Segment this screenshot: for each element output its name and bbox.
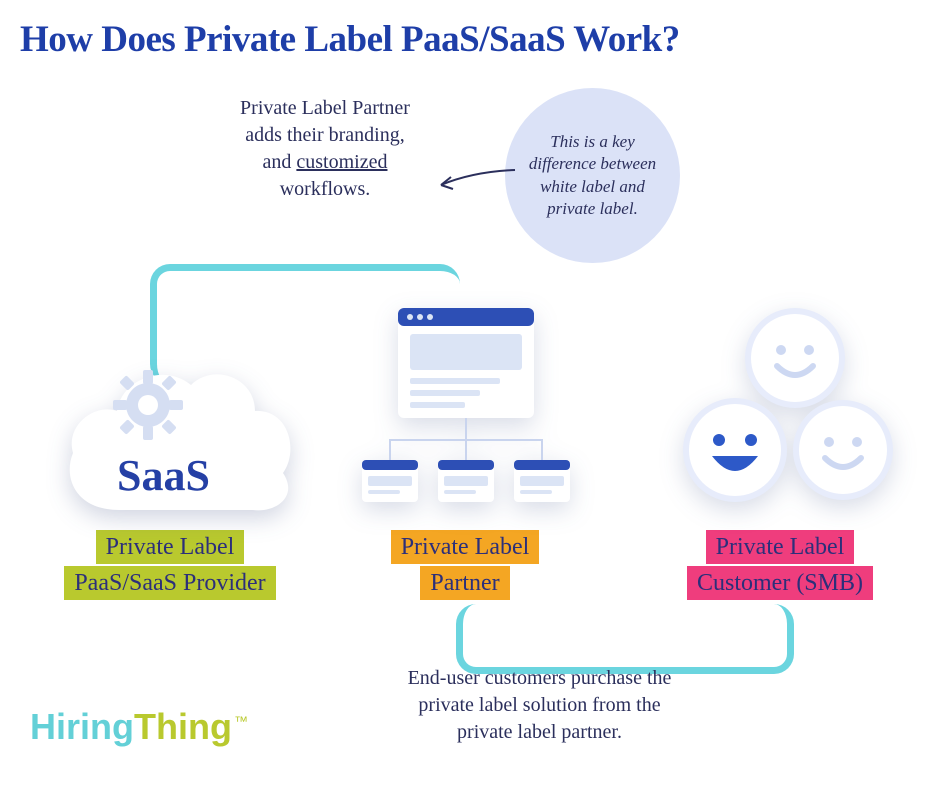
label-line: Private Label: [706, 530, 855, 564]
logo-part-b: Thing: [134, 706, 232, 747]
bottom-caption: End-user customers purchase the private …: [392, 665, 687, 746]
label-line: Customer (SMB): [687, 566, 873, 600]
node-customer: Private Label Customer (SMB): [660, 300, 900, 605]
label-line: Private Label: [96, 530, 245, 564]
label-line: Private Label: [391, 530, 540, 564]
infographic-canvas: How Does Private Label PaaS/SaaS Work? P…: [0, 0, 940, 788]
node-partner-label: Private Label Partner: [391, 525, 540, 605]
callout-bubble: This is a key difference between white l…: [505, 88, 680, 263]
node-saas-label: Private Label PaaS/SaaS Provider: [64, 525, 275, 605]
gear-icon: [113, 370, 183, 440]
caption-line: and: [263, 151, 297, 173]
connector-bottom: [456, 604, 794, 674]
logo-part-a: Hiring: [30, 706, 134, 747]
node-partner: Private Label Partner: [350, 300, 580, 605]
node-customer-label: Private Label Customer (SMB): [687, 525, 873, 605]
caption-line: adds their branding,: [245, 124, 404, 146]
label-line: Partner: [420, 566, 509, 600]
logo-tm: ™: [234, 713, 248, 729]
browser-tree-icon: [350, 300, 580, 525]
caption-line: Private Label Partner: [240, 97, 410, 119]
page-title: How Does Private Label PaaS/SaaS Work?: [20, 18, 920, 61]
node-saas: SaaS Private Label PaaS/SaaS Provider: [40, 300, 300, 605]
caption-underlined: customized: [296, 151, 387, 173]
callout-arrow: [435, 165, 520, 210]
saas-text: SaaS: [117, 450, 210, 501]
top-caption: Private Label Partner adds their brandin…: [190, 95, 460, 203]
customer-faces-icon: [665, 300, 895, 525]
callout-text: This is a key difference between white l…: [515, 131, 670, 219]
caption-line: workflows.: [280, 178, 371, 200]
saas-cloud-icon: SaaS: [55, 300, 285, 525]
brand-logo: HiringThing™: [30, 706, 248, 748]
label-line: PaaS/SaaS Provider: [64, 566, 275, 600]
